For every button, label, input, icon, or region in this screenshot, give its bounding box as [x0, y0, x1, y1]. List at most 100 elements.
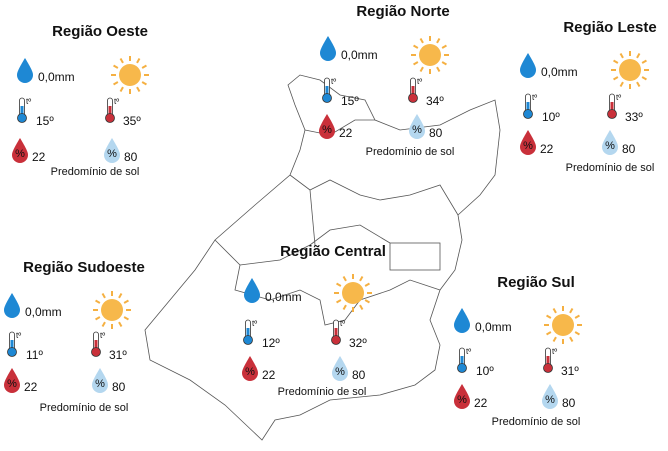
region-border: [214, 239, 441, 326]
temp-symbol: tº: [466, 347, 471, 356]
humidity-max: 80: [429, 126, 443, 140]
humidity-symbol: %: [335, 366, 345, 378]
thermometer-level: [10, 340, 14, 350]
thermometer-bulb: [457, 363, 467, 373]
temp-symbol: tº: [616, 93, 621, 102]
humidity-symbol: %: [15, 148, 25, 160]
temp-min: 15º: [36, 114, 54, 128]
thermometer-level: [460, 356, 464, 366]
sun-ray: [136, 58, 141, 64]
region-title: Região Oeste: [52, 23, 148, 40]
sun-ray: [436, 38, 441, 44]
humidity-min: 22: [339, 126, 353, 140]
thermometer-bulb: [105, 113, 115, 123]
sun-ray: [569, 336, 574, 342]
humidity-symbol: %: [605, 140, 615, 152]
sun-icon: [342, 282, 364, 304]
thermometer-bulb: [331, 335, 341, 345]
region-border: [289, 174, 459, 216]
sun-ray: [569, 308, 574, 314]
humidity-min: 22: [32, 150, 46, 164]
humidity-symbol: %: [245, 366, 255, 378]
temp-max: 31º: [109, 348, 127, 362]
humidity-symbol: %: [457, 394, 467, 406]
drop-icon: [17, 58, 33, 83]
sun-ray: [419, 38, 424, 44]
rain: 0,0mm: [541, 65, 578, 79]
sun-ray: [419, 66, 424, 72]
sun-ray: [641, 59, 647, 64]
temp-symbol: tº: [100, 331, 105, 340]
region-title: Região Leste: [563, 19, 656, 36]
drop-icon: [319, 114, 335, 139]
temp-min: 10º: [476, 364, 494, 378]
region-forecast: Região Oeste 0,0mm tº 15º tº 35º% 22% 80 Predomí…: [12, 23, 149, 178]
humidity-max: 80: [352, 368, 366, 382]
sun-ray: [113, 81, 119, 86]
temp-symbol: tº: [16, 331, 21, 340]
sun-ray: [119, 86, 124, 92]
temp-max: 34º: [426, 94, 444, 108]
drop-icon: [92, 368, 108, 393]
rain: 0,0mm: [25, 305, 62, 319]
sun-ray: [574, 331, 580, 336]
thermometer-level: [108, 106, 112, 116]
sun-ray: [141, 81, 147, 86]
region-forecast: Região Sul 0,0mm tº 10º tº 31º% 22% 80 Predomíni…: [454, 274, 582, 428]
sun-ray: [123, 316, 129, 321]
humidity-symbol: %: [545, 394, 555, 406]
humidity-max: 80: [562, 396, 576, 410]
temp-symbol: tº: [532, 93, 537, 102]
sun-ray: [141, 64, 147, 69]
drop-icon: [409, 114, 425, 139]
humidity-max: 80: [124, 150, 138, 164]
sun-ray: [441, 44, 447, 49]
humidity-min: 22: [474, 396, 488, 410]
humidity-symbol: %: [95, 378, 105, 390]
sun-ray: [113, 64, 119, 69]
drop-icon: [320, 36, 336, 61]
temp-min: 10º: [542, 110, 560, 124]
sun-ray: [95, 316, 101, 321]
region-title: Região Sudoeste: [23, 259, 145, 276]
condition: Predomínio de sol: [492, 416, 581, 428]
sun-ray: [546, 331, 552, 336]
condition: Predomínio de sol: [51, 166, 140, 178]
temp-max: 31º: [561, 364, 579, 378]
sun-icon: [419, 44, 441, 66]
sun-ray: [413, 61, 419, 66]
humidity-symbol: %: [107, 148, 117, 160]
thermometer-bulb: [523, 109, 533, 119]
sun-ray: [619, 81, 624, 87]
temp-symbol: tº: [552, 347, 557, 356]
sun-ray: [101, 293, 106, 299]
federal-district: [389, 242, 441, 271]
temp-symbol: tº: [417, 77, 422, 86]
thermometer-bulb: [543, 363, 553, 373]
thermometer-level: [546, 356, 550, 366]
thermometer-bulb: [17, 113, 27, 123]
drop-icon: [244, 278, 260, 303]
thermometer-bulb: [7, 347, 17, 357]
drop-icon: [602, 130, 618, 155]
sun-ray: [101, 321, 106, 327]
sun-ray: [636, 53, 641, 59]
sun-ray: [136, 86, 141, 92]
drop-icon: [104, 138, 120, 163]
region-forecast: Região Central 0,0mm tº 12º tº 32º% 22% 80 Predo…: [242, 243, 386, 398]
sun-ray: [436, 66, 441, 72]
region-forecast: Região Sudoeste 0,0mm tº 11º tº 31º% 22% 80 Pred…: [4, 259, 145, 414]
condition: Predomínio de sol: [278, 386, 367, 398]
temp-max: 35º: [123, 114, 141, 128]
sun-ray: [359, 304, 364, 310]
rain: 0,0mm: [475, 320, 512, 334]
sun-ray: [636, 81, 641, 87]
region-title: Região Norte: [356, 3, 449, 20]
sun-ray: [552, 308, 557, 314]
drop-icon: [4, 368, 20, 393]
sun-ray: [613, 59, 619, 64]
thermometer-bulb: [243, 335, 253, 345]
temp-min: 15º: [341, 94, 359, 108]
region-forecast: Região Norte 0,0mm tº 15º tº 34º% 22% 80 Predomí…: [319, 3, 454, 158]
